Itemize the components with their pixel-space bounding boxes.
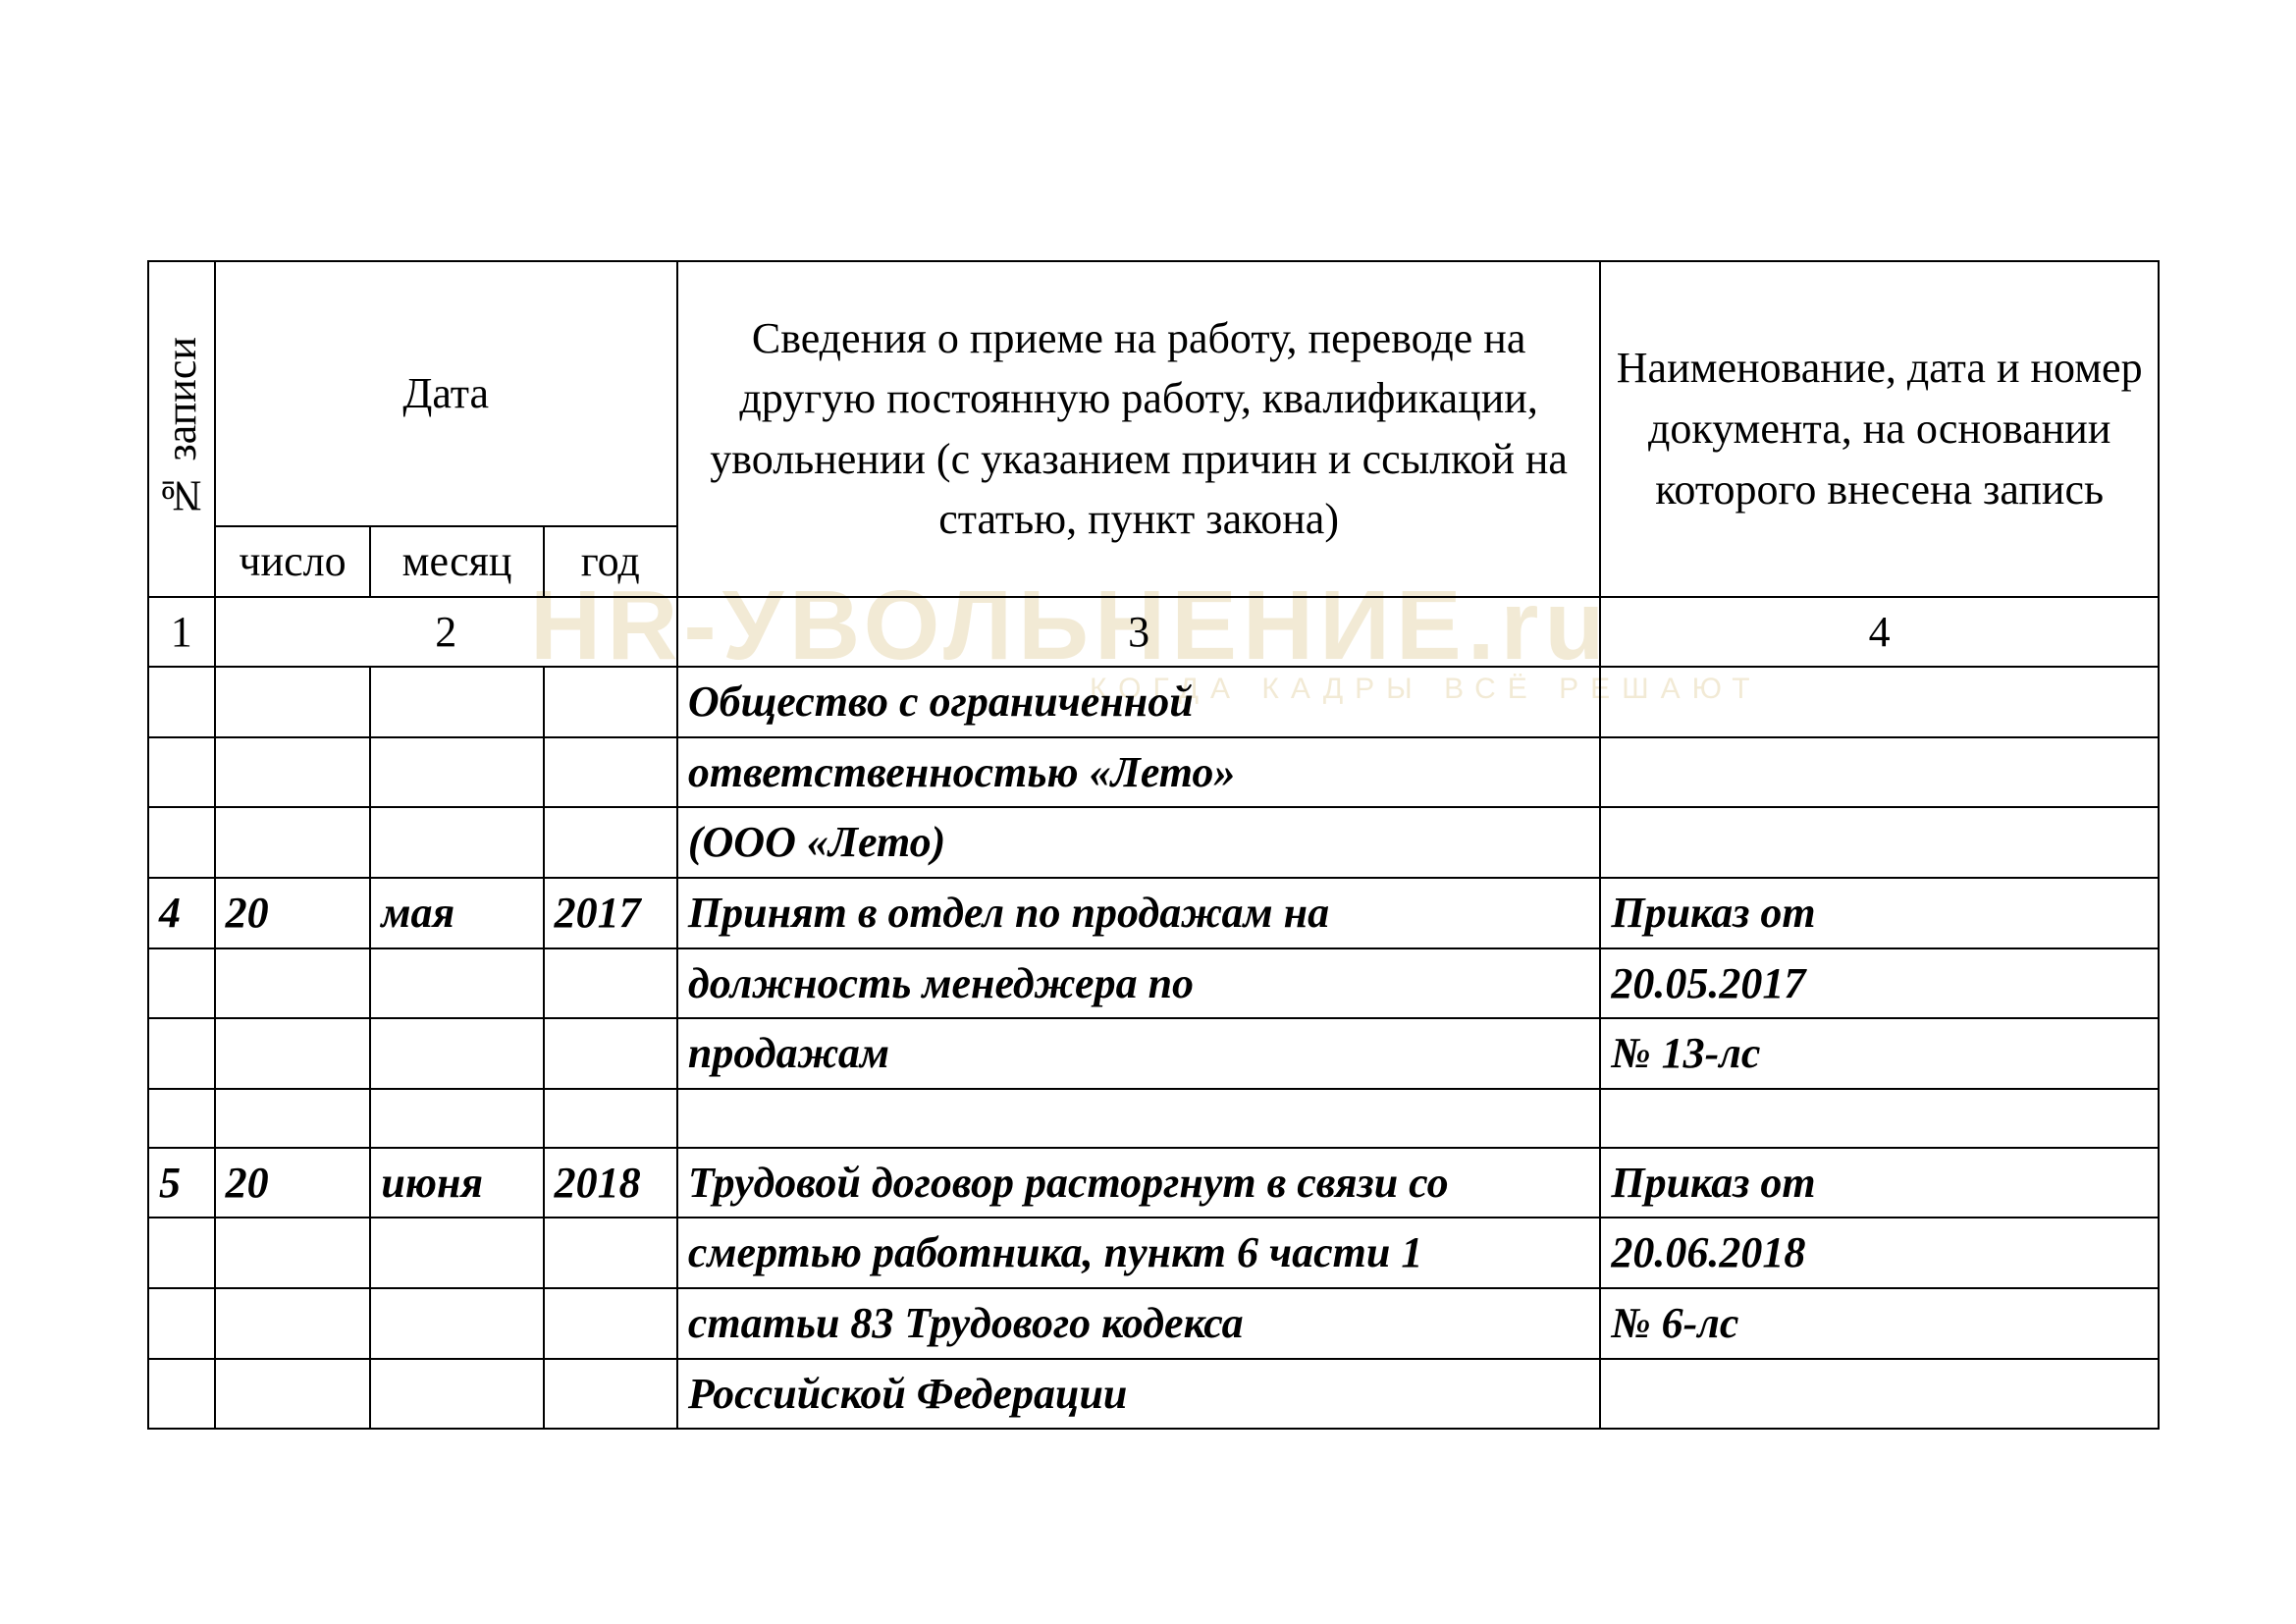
cell-day: 20 (215, 878, 371, 948)
employment-record-table: № записи Дата Сведения о приеме на работ… (147, 260, 2160, 1430)
cell-info (677, 1089, 1600, 1148)
cell-year (544, 1288, 677, 1359)
cell-month (370, 667, 543, 737)
cell-n (148, 737, 215, 808)
cell-info: Российской Федерации (677, 1359, 1600, 1430)
cell-doc: № 13-лс (1600, 1018, 2159, 1089)
table-row: статьи 83 Трудового кодекса № 6-лс (148, 1288, 2159, 1359)
cell-month (370, 1288, 543, 1359)
col-header-month: месяц (370, 526, 543, 597)
cell-day (215, 1089, 371, 1148)
cell-n (148, 1359, 215, 1430)
cell-doc (1600, 807, 2159, 878)
col-header-day: число (215, 526, 371, 597)
cell-doc: 20.06.2018 (1600, 1218, 2159, 1288)
cell-year (544, 807, 677, 878)
cell-month (370, 948, 543, 1019)
cell-n: 5 (148, 1148, 215, 1218)
col-header-date: Дата (215, 261, 677, 526)
colnum-3: 3 (677, 597, 1600, 668)
cell-doc (1600, 1089, 2159, 1148)
cell-doc: 20.05.2017 (1600, 948, 2159, 1019)
table-row: должность менеджера по 20.05.2017 (148, 948, 2159, 1019)
cell-month (370, 1089, 543, 1148)
cell-n (148, 1218, 215, 1288)
cell-doc: Приказ от (1600, 1148, 2159, 1218)
cell-n: 4 (148, 878, 215, 948)
cell-n (148, 1288, 215, 1359)
cell-year (544, 1218, 677, 1288)
cell-info: Трудовой договор расторгнут в связи со (677, 1148, 1600, 1218)
col-header-doc: Наименование, дата и номер документа, на… (1600, 261, 2159, 597)
cell-month (370, 1018, 543, 1089)
cell-doc (1600, 737, 2159, 808)
cell-day (215, 1288, 371, 1359)
cell-year (544, 667, 677, 737)
cell-info: должность менеджера по (677, 948, 1600, 1019)
table-row: (ООО «Лето) (148, 807, 2159, 878)
document-page: № записи Дата Сведения о приеме на работ… (147, 260, 2160, 1430)
table-row (148, 1089, 2159, 1148)
cell-year: 2018 (544, 1148, 677, 1218)
cell-month (370, 737, 543, 808)
cell-doc (1600, 1359, 2159, 1430)
cell-day (215, 667, 371, 737)
cell-n (148, 1089, 215, 1148)
table-row: продажам № 13-лс (148, 1018, 2159, 1089)
colnum-1: 1 (148, 597, 215, 668)
cell-doc (1600, 667, 2159, 737)
colnum-2: 2 (215, 597, 677, 668)
cell-day (215, 948, 371, 1019)
table-row: смертью работника, пункт 6 части 1 20.06… (148, 1218, 2159, 1288)
cell-n (148, 948, 215, 1019)
cell-info: статьи 83 Трудового кодекса (677, 1288, 1600, 1359)
colnum-4: 4 (1600, 597, 2159, 668)
cell-info: ответственностью «Лето» (677, 737, 1600, 808)
cell-n (148, 807, 215, 878)
cell-doc: Приказ от (1600, 878, 2159, 948)
cell-day: 20 (215, 1148, 371, 1218)
col-header-record-no: № записи (148, 261, 215, 597)
cell-doc: № 6-лс (1600, 1288, 2159, 1359)
cell-day (215, 807, 371, 878)
cell-day (215, 737, 371, 808)
cell-info: Общество с ограниченной (677, 667, 1600, 737)
cell-month (370, 1218, 543, 1288)
cell-month: мая (370, 878, 543, 948)
table-header-row-1: № записи Дата Сведения о приеме на работ… (148, 261, 2159, 526)
cell-year (544, 1018, 677, 1089)
cell-year (544, 1359, 677, 1430)
cell-year (544, 948, 677, 1019)
table-row: 5 20 июня 2018 Трудовой договор расторгн… (148, 1148, 2159, 1218)
cell-info: смертью работника, пункт 6 части 1 (677, 1218, 1600, 1288)
table-row: ответственностью «Лето» (148, 737, 2159, 808)
table-row: 4 20 мая 2017 Принят в отдел по продажам… (148, 878, 2159, 948)
table-column-numbers: 1 2 3 4 (148, 597, 2159, 668)
cell-info: Принят в отдел по продажам на (677, 878, 1600, 948)
cell-day (215, 1018, 371, 1089)
cell-info: продажам (677, 1018, 1600, 1089)
cell-year: 2017 (544, 878, 677, 948)
table-row: Российской Федерации (148, 1359, 2159, 1430)
cell-month (370, 1359, 543, 1430)
cell-n (148, 1018, 215, 1089)
cell-month (370, 807, 543, 878)
cell-year (544, 1089, 677, 1148)
cell-day (215, 1359, 371, 1430)
col-header-year: год (544, 526, 677, 597)
col-header-info: Сведения о приеме на работу, переводе на… (677, 261, 1600, 597)
cell-day (215, 1218, 371, 1288)
cell-year (544, 737, 677, 808)
cell-info: (ООО «Лето) (677, 807, 1600, 878)
cell-n (148, 667, 215, 737)
cell-month: июня (370, 1148, 543, 1218)
table-row: Общество с ограниченной (148, 667, 2159, 737)
